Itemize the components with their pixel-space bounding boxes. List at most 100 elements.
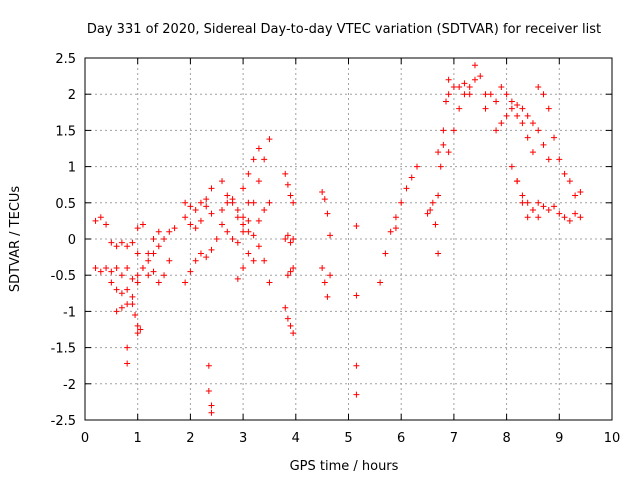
data-point bbox=[450, 127, 457, 134]
data-point bbox=[551, 203, 558, 210]
data-point bbox=[466, 91, 473, 98]
y-tick-label: -1.5 bbox=[51, 342, 76, 357]
data-point bbox=[529, 207, 536, 214]
data-point bbox=[250, 232, 257, 239]
data-point bbox=[92, 217, 99, 224]
data-point bbox=[255, 178, 262, 185]
data-point bbox=[134, 272, 141, 279]
data-point bbox=[108, 268, 115, 275]
data-point bbox=[261, 156, 268, 163]
series-track-ac bbox=[535, 83, 584, 199]
x-tick-label: 7 bbox=[450, 431, 458, 446]
data-point bbox=[208, 402, 215, 409]
data-point bbox=[266, 199, 273, 206]
data-point bbox=[290, 236, 297, 242]
series-track-w bbox=[435, 76, 478, 156]
data-point bbox=[197, 250, 204, 257]
data-point bbox=[219, 221, 226, 228]
series-track-o bbox=[282, 232, 297, 246]
y-tick-label: 2.5 bbox=[55, 52, 76, 67]
series-track-x bbox=[435, 91, 452, 199]
data-point bbox=[529, 120, 536, 127]
data-point bbox=[129, 293, 136, 300]
data-point bbox=[514, 112, 521, 119]
data-point bbox=[224, 199, 231, 206]
x-tick-label: 9 bbox=[555, 431, 563, 446]
data-point bbox=[445, 149, 452, 156]
data-point bbox=[124, 264, 131, 271]
data-point bbox=[529, 149, 536, 156]
data-point bbox=[192, 207, 199, 214]
data-point bbox=[445, 76, 452, 83]
data-point bbox=[508, 105, 515, 112]
data-point bbox=[134, 322, 141, 329]
data-point bbox=[435, 192, 442, 199]
y-tick-label: -1 bbox=[63, 305, 76, 320]
data-point bbox=[103, 221, 110, 228]
data-point bbox=[124, 344, 131, 351]
data-point bbox=[540, 141, 547, 148]
data-point bbox=[556, 156, 563, 163]
series-track-aa bbox=[493, 102, 552, 163]
data-point bbox=[287, 268, 294, 275]
data-point bbox=[353, 222, 360, 229]
data-point bbox=[321, 279, 328, 286]
data-point bbox=[287, 239, 294, 246]
data-point bbox=[392, 225, 399, 232]
data-point bbox=[240, 264, 247, 271]
data-point bbox=[514, 102, 521, 109]
data-point bbox=[182, 199, 189, 206]
data-point bbox=[284, 315, 291, 322]
data-point bbox=[432, 221, 439, 228]
data-point bbox=[137, 326, 144, 333]
data-point bbox=[219, 207, 226, 214]
data-point bbox=[427, 207, 434, 214]
series-track-c bbox=[108, 279, 144, 333]
y-tick-label: 1.5 bbox=[55, 124, 76, 139]
data-point bbox=[129, 239, 136, 246]
data-point bbox=[514, 178, 521, 185]
data-point bbox=[250, 156, 257, 163]
data-point bbox=[524, 199, 531, 206]
data-point bbox=[150, 268, 157, 275]
data-point bbox=[503, 91, 510, 98]
chart-title: Day 331 of 2020, Sidereal Day-to-day VTE… bbox=[87, 22, 601, 37]
data-point bbox=[437, 163, 444, 170]
x-tick-label: 8 bbox=[502, 431, 510, 446]
data-point bbox=[118, 290, 125, 297]
data-point bbox=[155, 243, 162, 250]
data-point bbox=[440, 127, 447, 134]
data-point bbox=[466, 83, 473, 90]
data-point bbox=[255, 217, 262, 224]
data-point bbox=[524, 134, 531, 141]
data-point bbox=[392, 214, 399, 221]
data-point bbox=[118, 239, 125, 246]
data-point bbox=[324, 210, 331, 217]
x-tick-label: 2 bbox=[186, 431, 194, 446]
data-point bbox=[203, 203, 210, 210]
data-point bbox=[245, 199, 252, 206]
data-point bbox=[572, 192, 579, 199]
data-point bbox=[503, 112, 510, 119]
data-point bbox=[124, 243, 131, 250]
data-point bbox=[403, 185, 410, 192]
data-point bbox=[208, 409, 215, 416]
data-point bbox=[118, 272, 125, 279]
data-point bbox=[535, 127, 542, 134]
y-tick-label: 2 bbox=[68, 88, 76, 103]
data-point bbox=[208, 210, 215, 217]
data-point bbox=[282, 304, 289, 311]
series-track-n bbox=[282, 304, 297, 337]
series-track-ab bbox=[514, 178, 584, 224]
grid-layer bbox=[85, 58, 612, 420]
data-point bbox=[284, 272, 291, 279]
data-point bbox=[577, 188, 584, 195]
data-point bbox=[551, 134, 558, 141]
data-point bbox=[508, 163, 515, 170]
data-point bbox=[118, 304, 125, 311]
data-point bbox=[556, 210, 563, 217]
data-point bbox=[540, 91, 547, 98]
series-track-h bbox=[182, 236, 220, 286]
data-point bbox=[103, 264, 110, 271]
data-point bbox=[150, 250, 157, 257]
